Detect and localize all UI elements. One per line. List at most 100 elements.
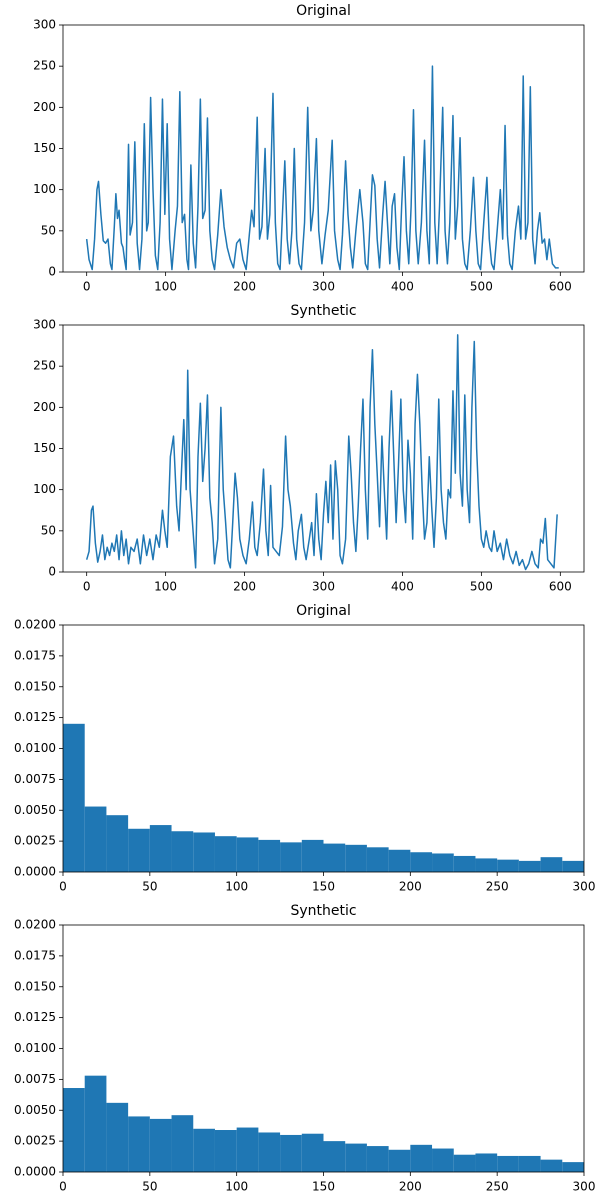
x-tick-label: 250 <box>486 1180 509 1194</box>
y-tick-label: 100 <box>33 182 56 196</box>
x-tick-label: 400 <box>391 580 414 594</box>
y-tick-label: 300 <box>33 318 56 332</box>
bar <box>171 1115 194 1172</box>
bar <box>388 849 411 872</box>
x-tick-label: 600 <box>549 280 572 294</box>
y-tick-label: 300 <box>33 18 56 32</box>
x-tick-label: 100 <box>154 280 177 294</box>
y-tick-label: 0.0025 <box>14 834 56 848</box>
x-tick-label: 300 <box>573 1180 596 1194</box>
x-tick-label: 0 <box>59 1180 67 1194</box>
x-tick-label: 0 <box>83 580 91 594</box>
bar <box>149 825 172 872</box>
x-tick-label: 500 <box>470 580 493 594</box>
bar <box>258 1132 281 1172</box>
bar <box>193 832 215 872</box>
x-tick-label: 200 <box>233 280 256 294</box>
x-tick-label: 200 <box>399 880 422 894</box>
chart-title: Synthetic <box>290 303 356 319</box>
y-tick-label: 0 <box>48 265 56 279</box>
bar <box>84 1075 107 1172</box>
chart-title: Original <box>296 3 351 19</box>
bar <box>432 853 454 872</box>
bar <box>106 1102 129 1172</box>
y-tick-label: 200 <box>33 100 56 114</box>
y-tick-label: 0.0075 <box>14 1072 56 1086</box>
bar <box>562 1162 584 1172</box>
line <box>85 334 558 571</box>
bar <box>106 815 129 872</box>
bar <box>236 1127 259 1172</box>
bar <box>280 1134 302 1172</box>
y-tick-label: 0.0125 <box>14 710 56 724</box>
x-tick-label: 250 <box>486 880 509 894</box>
bar <box>323 843 346 872</box>
bar <box>497 859 519 872</box>
line <box>85 65 559 271</box>
bar <box>323 1141 346 1172</box>
plot-frame <box>62 324 585 573</box>
y-tick-label: 200 <box>33 400 56 414</box>
bar <box>258 839 281 872</box>
bar <box>171 831 194 872</box>
x-tick-label: 200 <box>233 580 256 594</box>
x-tick-label: 400 <box>391 280 414 294</box>
x-tick-label: 100 <box>154 580 177 594</box>
y-tick-label: 50 <box>41 523 56 537</box>
bar <box>301 839 324 872</box>
bar <box>214 836 237 872</box>
y-tick-label: 0.0200 <box>14 918 56 932</box>
y-tick-label: 150 <box>33 441 56 455</box>
bar <box>432 1148 454 1172</box>
y-tick-label: 0.0100 <box>14 741 56 755</box>
y-tick-label: 0.0050 <box>14 803 56 817</box>
bar <box>475 1153 498 1172</box>
bar <box>149 1118 172 1172</box>
bar <box>410 852 433 872</box>
bar <box>84 806 107 872</box>
bar <box>366 1146 389 1172</box>
y-tick-label: 0.0075 <box>14 772 56 786</box>
y-tick-label: 0.0175 <box>14 648 56 662</box>
y-tick-label: 250 <box>33 359 56 373</box>
bar <box>128 1116 150 1172</box>
y-tick-label: 0.0050 <box>14 1103 56 1117</box>
x-tick-label: 0 <box>83 280 91 294</box>
y-tick-label: 100 <box>33 482 56 496</box>
bar <box>236 837 259 872</box>
x-tick-label: 300 <box>573 880 596 894</box>
y-tick-label: 150 <box>33 141 56 155</box>
x-tick-label: 0 <box>59 880 67 894</box>
x-tick-label: 50 <box>142 880 157 894</box>
bar <box>388 1149 411 1172</box>
bar <box>518 860 541 872</box>
y-tick-label: 250 <box>33 59 56 73</box>
x-tick-label: 300 <box>312 580 335 594</box>
bar <box>193 1128 215 1172</box>
bar <box>518 1155 541 1172</box>
bar <box>63 1088 85 1172</box>
bar <box>128 828 150 872</box>
chart-title: Synthetic <box>290 903 356 919</box>
y-tick-label: 0.0125 <box>14 1010 56 1024</box>
bar <box>453 1154 476 1172</box>
bar <box>345 844 367 872</box>
bar <box>280 842 302 872</box>
bar <box>345 1143 367 1172</box>
y-tick-label: 0.0025 <box>14 1134 56 1148</box>
x-tick-label: 600 <box>549 580 572 594</box>
y-tick-label: 0.0000 <box>14 865 56 879</box>
y-tick-label: 0 <box>48 565 56 579</box>
x-tick-label: 150 <box>312 880 335 894</box>
x-tick-label: 500 <box>470 280 493 294</box>
bar <box>63 723 85 872</box>
y-tick-label: 0.0150 <box>14 679 56 693</box>
bar <box>540 1159 563 1172</box>
bar <box>475 858 498 872</box>
y-tick-label: 0.0000 <box>14 1165 56 1179</box>
bar <box>453 855 476 872</box>
bar <box>366 847 389 872</box>
bar <box>214 1130 237 1172</box>
bar <box>410 1144 433 1172</box>
